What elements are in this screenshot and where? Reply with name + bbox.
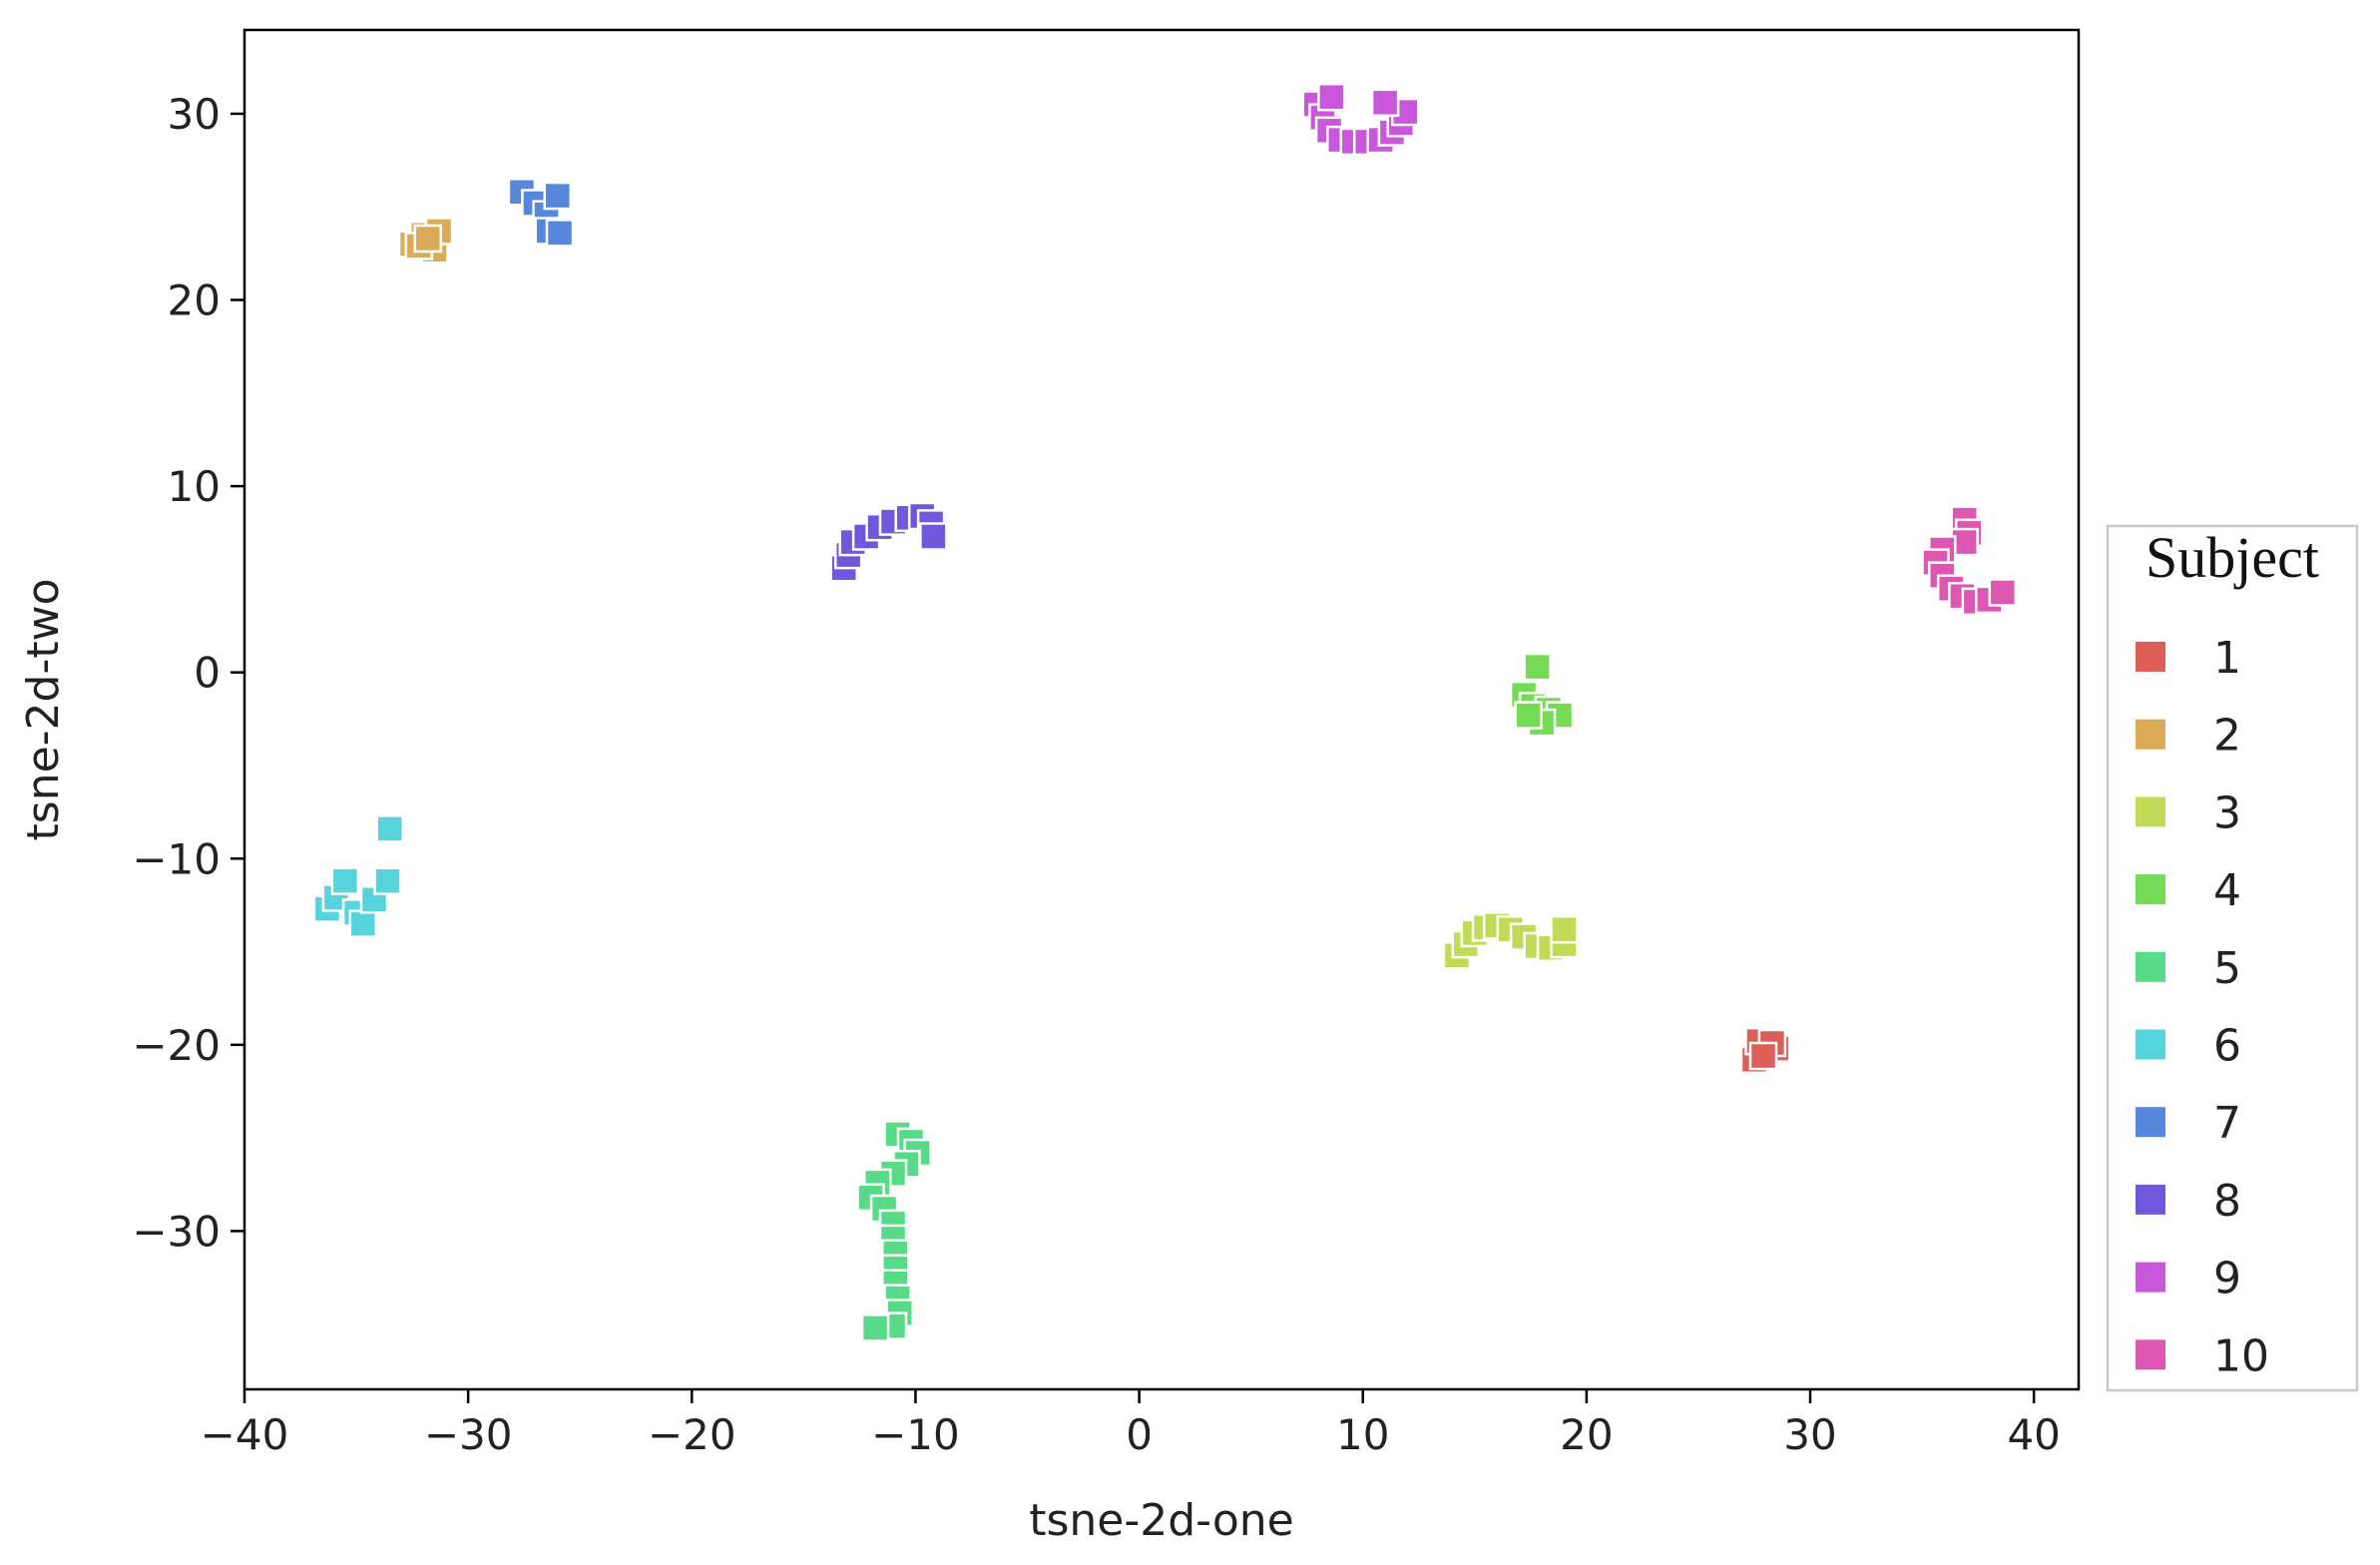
data-point: [373, 866, 402, 895]
series-subject-4: [1509, 652, 1575, 738]
x-axis-label: tsne-2d-one: [1029, 1495, 1294, 1546]
legend-swatch: [2136, 1262, 2165, 1293]
legend-label: 2: [2213, 711, 2241, 762]
x-tick-label: −30: [424, 1410, 513, 1459]
data-point: [543, 181, 573, 211]
data-point: [919, 522, 948, 551]
legend: Subject 1 2 3 4 5 6 7 8 9 10: [2106, 524, 2359, 1392]
y-tick-label: −10: [132, 834, 221, 883]
x-axis-ticks: −40 −30 −20 −10 0 10 20 30 40: [201, 1389, 2061, 1459]
legend-swatch: [2136, 951, 2165, 982]
legend-label: 3: [2213, 787, 2241, 838]
legend-label: 1: [2213, 633, 2241, 684]
series-subject-6: [312, 814, 404, 938]
legend-item-3: 3: [2136, 787, 2241, 838]
legend-swatch: [2136, 796, 2165, 827]
legend-label: 5: [2213, 943, 2241, 994]
y-tick-label: 10: [168, 462, 221, 511]
legend-item-2: 2: [2136, 711, 2241, 762]
plot-area-frame: [242, 28, 2081, 1391]
x-tick-label: 10: [1336, 1410, 1389, 1459]
legend-label: 9: [2213, 1254, 2241, 1304]
legend-label: 4: [2213, 865, 2241, 916]
series-subject-8: [829, 501, 948, 583]
legend-item-1: 1: [2136, 633, 2241, 684]
data-point: [1523, 652, 1552, 682]
y-tick-label: 30: [168, 90, 221, 139]
legend-swatch: [2136, 1184, 2165, 1215]
y-axis-ticks: 30 20 10 0 −10 −20 −30: [132, 90, 244, 1256]
legend-swatch: [2136, 1107, 2165, 1138]
x-tick-label: 0: [1126, 1410, 1153, 1459]
legend-label: 6: [2213, 1021, 2241, 1072]
data-point: [1550, 914, 1579, 944]
legend-item-4: 4: [2136, 865, 2241, 916]
legend-swatch: [2136, 1029, 2165, 1060]
legend-item-7: 7: [2136, 1098, 2241, 1149]
series-subject-2: [397, 217, 454, 264]
y-axis-label: tsne-2d-two: [18, 579, 69, 841]
legend-label: 10: [2213, 1330, 2269, 1381]
legend-items: 1 2 3 4 5 6 7 8 9 10: [2136, 633, 2269, 1381]
legend-swatch: [2136, 1339, 2165, 1370]
legend-item-10: 10: [2136, 1330, 2269, 1381]
legend-label: 8: [2213, 1176, 2241, 1227]
data-point: [1988, 578, 2018, 607]
series-subject-9: [1301, 82, 1420, 157]
series-subject-7: [507, 178, 575, 248]
y-tick-label: −20: [132, 1021, 221, 1070]
y-tick-label: 0: [194, 649, 221, 698]
legend-swatch: [2136, 719, 2165, 750]
data-point: [413, 224, 443, 254]
data-point: [1317, 82, 1346, 112]
legend-label: 7: [2213, 1098, 2241, 1149]
legend-swatch: [2136, 874, 2165, 905]
y-tick-label: 20: [168, 276, 221, 325]
legend-item-6: 6: [2136, 1021, 2241, 1072]
x-tick-label: 30: [1783, 1410, 1836, 1459]
x-tick-label: −40: [201, 1410, 289, 1459]
series-subject-3: [1442, 911, 1579, 970]
data-point: [545, 219, 575, 248]
x-tick-label: 20: [1560, 1410, 1613, 1459]
data-point: [860, 1313, 890, 1342]
data-point: [1514, 701, 1543, 730]
x-tick-label: −20: [648, 1410, 736, 1459]
data-point: [375, 814, 404, 843]
series-subject-10: [1921, 505, 2018, 617]
legend-title: Subject: [2145, 525, 2319, 590]
x-tick-label: 40: [2007, 1410, 2060, 1459]
legend-item-5: 5: [2136, 943, 2241, 994]
series-subject-1: [1739, 1026, 1791, 1075]
data-point: [348, 909, 378, 938]
data-point: [1748, 1041, 1778, 1071]
legend-swatch: [2136, 642, 2165, 672]
data-points-layer: [312, 82, 2018, 1342]
data-point: [1370, 88, 1400, 118]
data-point: [330, 866, 360, 895]
legend-item-9: 9: [2136, 1254, 2241, 1304]
y-tick-label: −30: [132, 1207, 221, 1256]
x-tick-label: −10: [871, 1410, 960, 1459]
series-subject-5: [856, 1120, 932, 1342]
legend-item-8: 8: [2136, 1176, 2241, 1227]
